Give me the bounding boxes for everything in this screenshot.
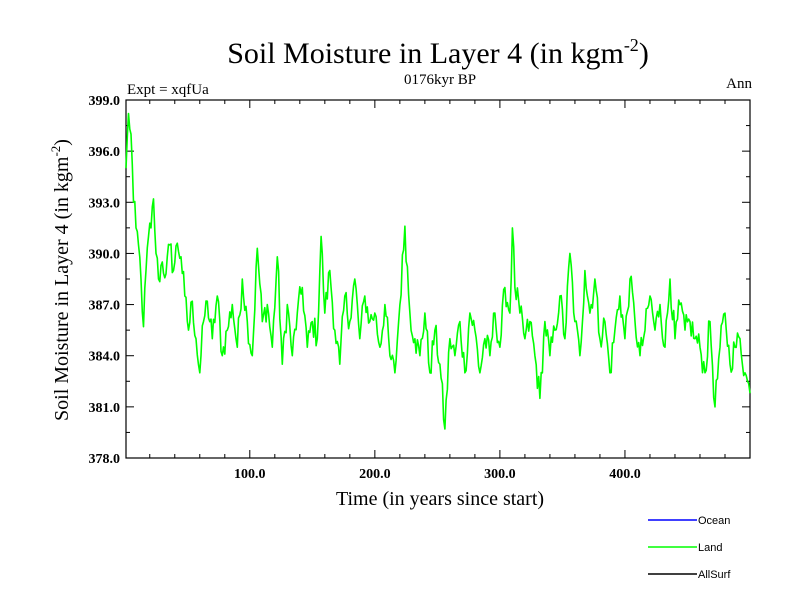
subtitle-season: Ann bbox=[726, 76, 752, 92]
chart-title: Soil Moisture in Layer 4 (in kgm-2) bbox=[227, 35, 649, 70]
y-tick-label: 387.0 bbox=[89, 299, 121, 314]
plot-frame bbox=[125, 99, 751, 459]
y-tick-label: 378.0 bbox=[89, 452, 121, 467]
y-axis-label: Soil Moisture in Layer 4 (in kgm-2) bbox=[48, 139, 73, 421]
subtitle-period: 0176kyr BP bbox=[404, 72, 476, 88]
subtitle-experiment: Expt = xqfUa bbox=[127, 82, 209, 98]
x-tick-label: 400.0 bbox=[609, 467, 641, 482]
legend-label-allsurf: AllSurf bbox=[698, 569, 731, 581]
legend-label-ocean: Ocean bbox=[698, 515, 730, 527]
x-tick-label: 200.0 bbox=[359, 467, 391, 482]
legend: Ocean Land AllSurf bbox=[648, 515, 731, 581]
y-tick-label: 390.0 bbox=[89, 247, 121, 262]
y-tick-label: 393.0 bbox=[89, 196, 121, 211]
x-tick-label: 300.0 bbox=[484, 467, 516, 482]
y-axis-ticks: 378.0 381.0 384.0 387.0 390.0 393.0 396.0 399.0 bbox=[89, 94, 750, 467]
plot-area bbox=[125, 99, 751, 459]
y-tick-label: 399.0 bbox=[89, 94, 121, 109]
x-tick-label: 100.0 bbox=[234, 467, 266, 482]
series-layer bbox=[125, 112, 751, 430]
x-axis-label: Time (in years since start) bbox=[336, 488, 544, 510]
y-tick-label: 396.0 bbox=[89, 145, 121, 160]
y-tick-label: 384.0 bbox=[89, 350, 121, 365]
legend-label-land: Land bbox=[698, 542, 722, 554]
series-line-land bbox=[125, 112, 751, 430]
x-axis-ticks: 100.0 200.0 300.0 400.0 bbox=[149, 100, 726, 482]
y-tick-label: 381.0 bbox=[89, 401, 121, 416]
